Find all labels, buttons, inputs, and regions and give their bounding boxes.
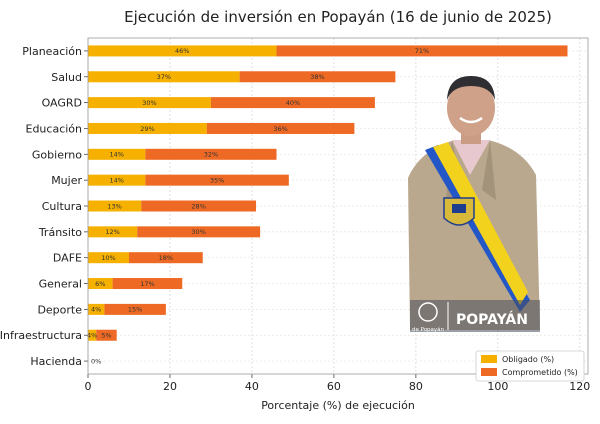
bar-label-obligado: 14%: [109, 176, 123, 184]
coat-of-arms-icon: [443, 197, 475, 226]
bar-comprometido: [145, 174, 289, 186]
plot-frame: [87, 37, 589, 375]
category-label: Planeación: [22, 45, 82, 58]
face-icon: [447, 80, 495, 136]
x-tick-label: 60: [327, 380, 341, 393]
bar-label-obligado: 30%: [142, 99, 156, 107]
x-axis: 0 20 40 60 80 100 120: [85, 374, 590, 393]
legend-label-comprometido: Comprometido (%): [502, 368, 578, 377]
bar-label-obligado: 0%: [91, 357, 101, 365]
bar-comprometido: [276, 45, 568, 57]
bar-obligado: [88, 174, 146, 186]
category-label: Tránsito: [38, 226, 82, 239]
bar-obligado: [88, 200, 142, 212]
bar-label-comprometido: 17%: [140, 280, 154, 288]
bar-label-comprometido: 38%: [310, 73, 324, 81]
bar-label-comprometido: 18%: [159, 254, 173, 262]
x-tick-label: 40: [245, 380, 259, 393]
bar-obligado: [88, 226, 138, 238]
bar-comprometido: [128, 252, 203, 264]
bar-obligado: [88, 252, 129, 264]
category-label: General: [39, 278, 82, 291]
legend-swatch-obligado: [481, 355, 497, 363]
bar-label-comprometido: 30%: [191, 228, 205, 236]
bar-obligado: [88, 71, 240, 83]
bar-label-obligado: 46%: [175, 47, 189, 55]
bar-obligado: [88, 278, 113, 290]
seal-icon: [418, 302, 438, 322]
category-label: Gobierno: [32, 148, 82, 161]
bar-comprometido: [239, 71, 396, 83]
legend-label-obligado: Obligado (%): [502, 355, 554, 364]
bar-comprometido: [206, 122, 355, 134]
category-label: Infraestructura: [0, 329, 82, 342]
bar-label-obligado: 29%: [140, 125, 154, 133]
popayan-logo: POPAYÁN: [456, 311, 528, 328]
bar-label-comprometido: 35%: [210, 176, 224, 184]
bar-comprometido: [145, 148, 277, 160]
bar-obligado: [88, 329, 97, 341]
x-tick-label: 0: [85, 380, 92, 393]
person-photo: de Popayán POPAYÁN: [408, 76, 540, 333]
category-label: Salud: [51, 71, 82, 84]
bar-label-comprometido: 40%: [286, 99, 300, 107]
legend-swatch-comprometido: [481, 368, 497, 376]
category-label: Hacienda: [30, 355, 82, 368]
x-tick-label: 80: [409, 380, 423, 393]
category-label: Mujer: [51, 174, 82, 187]
bar-comprometido: [104, 303, 166, 315]
bar-label-comprometido: 32%: [204, 151, 218, 159]
bar-comprometido: [137, 226, 261, 238]
bar-obligado: [88, 148, 146, 160]
bar-comprometido: [96, 329, 117, 341]
y-axis: Planeación Salud OAGRD Educación Gobierno Muj…: [0, 45, 88, 368]
seal-text: de Popayán: [412, 326, 445, 333]
bar-label-obligado: 13%: [107, 202, 121, 210]
x-tick-label: 100: [487, 380, 508, 393]
bar-comprometido: [112, 278, 183, 290]
bar-obligado: [88, 45, 277, 57]
legend: Obligado (%) Comprometido (%): [475, 350, 585, 382]
bar-label-comprometido: 71%: [415, 47, 429, 55]
bar-label-obligado: 37%: [157, 73, 171, 81]
x-tick-label: 20: [163, 380, 177, 393]
bar-label-comprometido: 15%: [128, 306, 142, 314]
category-label: DAFE: [53, 252, 82, 265]
x-tick-label: 120: [569, 380, 590, 393]
bar-obligado: [88, 303, 105, 315]
bar-obligado: [88, 122, 207, 134]
bars: 46% 71% 37% 38% 30% 40% 29% 36% 14% 32% 14% 35% 13% 2…: [87, 45, 568, 365]
bar-label-comprometido: 36%: [273, 125, 287, 133]
x-axis-label: Porcentaje (%) de ejecución: [261, 399, 415, 412]
bar-label-obligado: 4%: [91, 306, 101, 314]
category-label: Educación: [26, 122, 83, 135]
bar-label-comprometido: 28%: [191, 202, 205, 210]
bar-label-obligado: 12%: [105, 228, 119, 236]
bar-obligado: [88, 97, 211, 109]
category-label: Cultura: [42, 200, 82, 213]
bar-label-obligado: 10%: [101, 254, 115, 262]
bar-comprometido: [210, 97, 375, 109]
category-label: Deporte: [37, 303, 82, 316]
bar-comprometido: [141, 200, 257, 212]
category-label: OAGRD: [42, 97, 82, 110]
chart-title: Ejecución de inversión en Popayán (16 de…: [124, 8, 552, 26]
bar-label-comprometido: 5%: [101, 332, 111, 340]
bar-label-obligado: 14%: [109, 151, 123, 159]
bar-label-obligado: 6%: [95, 280, 105, 288]
bar-label-obligado: 4%: [87, 332, 97, 340]
